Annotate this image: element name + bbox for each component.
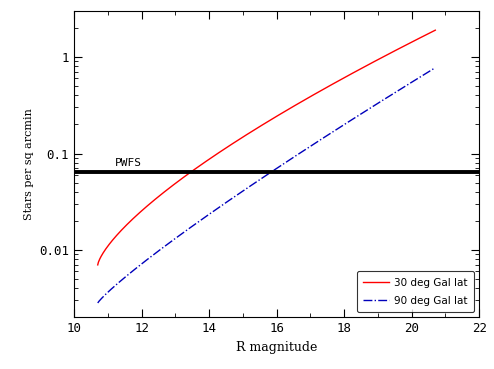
Y-axis label: Stars per sq arcmin: Stars per sq arcmin — [24, 108, 34, 220]
30 deg Gal lat — [255, 125, 261, 130]
30 deg Gal lat — [371, 59, 377, 64]
30 deg Gal lat — [278, 112, 284, 116]
30 deg Gal lat — [424, 32, 430, 37]
90 deg Gal lat — [424, 70, 430, 75]
90 deg Gal lat — [296, 152, 302, 156]
90 deg Gal lat — [278, 164, 284, 168]
90 deg Gal lat — [255, 179, 261, 183]
90 deg Gal lat — [95, 301, 101, 305]
Legend: 30 deg Gal lat, 90 deg Gal lat: 30 deg Gal lat, 90 deg Gal lat — [357, 271, 474, 312]
30 deg Gal lat — [296, 101, 302, 106]
90 deg Gal lat — [432, 65, 438, 70]
Line: 90 deg Gal lat: 90 deg Gal lat — [98, 68, 435, 303]
30 deg Gal lat — [95, 263, 101, 267]
X-axis label: R magnitude: R magnitude — [236, 341, 317, 354]
Line: 30 deg Gal lat: 30 deg Gal lat — [98, 30, 435, 265]
90 deg Gal lat — [257, 177, 263, 182]
30 deg Gal lat — [257, 124, 263, 128]
90 deg Gal lat — [371, 103, 377, 108]
Text: PWFS: PWFS — [115, 158, 142, 168]
30 deg Gal lat — [432, 28, 438, 32]
